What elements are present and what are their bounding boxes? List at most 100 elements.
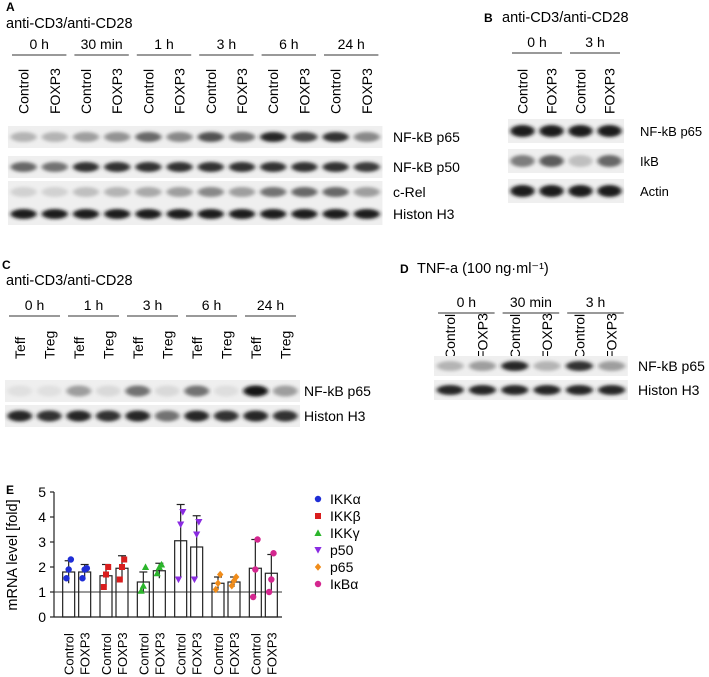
- lane-label: FOXP3: [474, 313, 490, 359]
- timepoint-label: 30 min: [510, 294, 552, 310]
- lane-label: Control: [515, 69, 531, 114]
- panel-b-timepoints: 0 h 3 h: [512, 34, 620, 54]
- blot-band: [213, 410, 239, 422]
- lane-label: Control: [507, 314, 523, 359]
- blot-band: [10, 187, 37, 197]
- data-point: [254, 536, 261, 543]
- blot-band: [322, 132, 349, 142]
- data-point: [249, 593, 257, 601]
- panel-d: D TNF-a (100 ng·ml⁻¹) 0 h 30 min 3 h Contr…: [400, 261, 705, 400]
- legend-marker: [314, 529, 322, 536]
- blot-band: [565, 385, 593, 395]
- blot-band: [213, 385, 239, 397]
- data-point: [157, 560, 166, 568]
- blot-band: [104, 187, 131, 197]
- data-point: [63, 575, 70, 582]
- data-point: [105, 564, 112, 570]
- blot-band: [291, 187, 318, 197]
- lane-label: Teff: [248, 337, 264, 359]
- blot-row-label: NF-kB p65: [304, 383, 371, 399]
- x-tick-label: Control: [174, 633, 189, 675]
- lane-label: Teff: [12, 337, 28, 359]
- lane-label: FOXP3: [604, 313, 620, 359]
- bar: [227, 581, 241, 618]
- blot-band: [353, 187, 380, 197]
- timepoint-label: 3 h: [217, 36, 236, 52]
- blot-band: [135, 162, 162, 172]
- lane-label: FOXP3: [47, 68, 63, 114]
- blot-band: [436, 385, 464, 395]
- lane-label: Control: [203, 69, 219, 114]
- blot-band: [501, 385, 529, 395]
- timepoint-label: 1 h: [84, 297, 103, 313]
- data-point: [67, 556, 75, 563]
- data-point: [195, 519, 203, 526]
- blot-row-label: NF-kB p65: [393, 129, 460, 145]
- timepoint-label: 0 h: [527, 34, 546, 50]
- blot-row-label: NF-kB p65: [640, 124, 702, 139]
- x-tick-label: Control: [211, 633, 226, 675]
- blot-band: [510, 185, 535, 197]
- panel-a-lane-labels: Control FOXP3 Control FOXP3 Control FOXP3 Cont…: [16, 68, 375, 114]
- timepoint-label: 0 h: [25, 297, 44, 313]
- panel-a-row-labels: NF-kB p65 NF-kB p50 c-Rel Histon H3: [393, 129, 460, 222]
- blot-band: [184, 385, 210, 397]
- panel-a-stimulus: anti-CD3/anti-CD28: [6, 16, 133, 32]
- data-point: [217, 570, 224, 579]
- panel-b-row-labels: NF-kB p65 IkB Actin: [640, 124, 702, 199]
- lane-label: Teff: [189, 337, 205, 359]
- blot-band: [353, 162, 380, 172]
- lane-label: Control: [328, 69, 344, 114]
- legend-label: p50: [330, 542, 354, 558]
- timepoint-label: 24 h: [338, 36, 365, 52]
- blot-band: [72, 132, 100, 142]
- lane-label: FOXP3: [359, 68, 375, 114]
- blot-band: [510, 125, 535, 137]
- blot-row-label: c-Rel: [393, 184, 426, 200]
- blot-band: [166, 132, 193, 142]
- timepoint-label: 1 h: [154, 36, 173, 52]
- lane-label: Treg: [41, 331, 57, 359]
- data-point: [65, 566, 72, 573]
- blot-band: [272, 385, 298, 397]
- blot-band: [66, 385, 92, 397]
- panel-a-letter: A: [6, 0, 15, 14]
- legend-marker: [315, 513, 321, 519]
- blot-band: [135, 209, 162, 219]
- blot-band: [41, 132, 68, 142]
- blot-band: [36, 385, 62, 397]
- data-point: [179, 509, 187, 516]
- blot-band: [597, 185, 622, 197]
- timepoint-label: 24 h: [257, 297, 284, 313]
- blot-band: [468, 385, 497, 395]
- panel-d-timepoints: 0 h 30 min 3 h: [438, 294, 624, 314]
- blot-band: [197, 187, 224, 197]
- blot-band: [272, 410, 298, 422]
- blot-band: [291, 209, 318, 219]
- blot-band: [533, 361, 561, 371]
- blot-row-label: NF-kB p65: [638, 358, 705, 374]
- blot-band: [353, 132, 380, 142]
- data-point: [252, 566, 259, 573]
- blot-band: [10, 162, 37, 172]
- panel-b-blots: [508, 119, 624, 203]
- panel-d-blots: [434, 356, 628, 400]
- lane-label: FOXP3: [109, 68, 125, 114]
- blot-band: [104, 132, 131, 142]
- blot-band: [72, 187, 100, 197]
- lane-label: Teff: [130, 337, 146, 359]
- blot-band: [166, 162, 193, 172]
- blot-strip: [8, 181, 383, 203]
- lane-label: Control: [265, 69, 281, 114]
- data-point: [265, 588, 273, 596]
- blot-band: [72, 162, 100, 172]
- y-axis: 0 1 2 3 4 5: [38, 484, 282, 625]
- data-point: [139, 582, 147, 589]
- lane-label: FOXP3: [602, 68, 618, 114]
- timepoint-label: 0 h: [29, 36, 48, 52]
- data-point: [228, 581, 235, 590]
- x-tick-label: FOXP3: [227, 632, 242, 675]
- y-tick-label: 4: [38, 509, 46, 525]
- blot-band: [135, 132, 162, 142]
- x-tick-labels: Control FOXP3 Control FOXP3 Control FOXP3 Cont…: [62, 632, 280, 675]
